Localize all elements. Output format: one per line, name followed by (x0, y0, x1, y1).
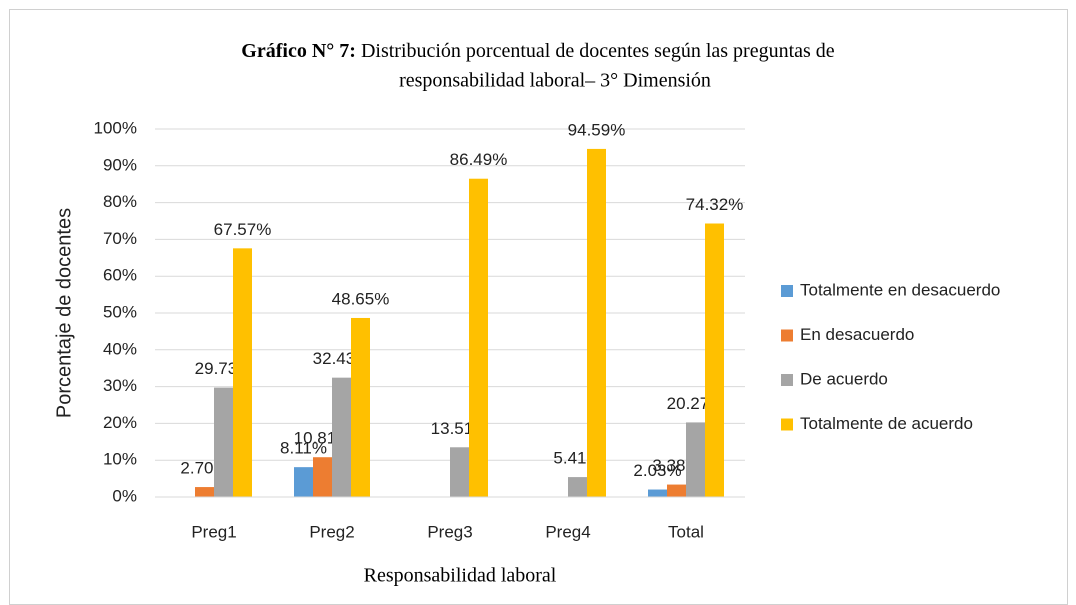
bar (667, 484, 686, 497)
chart-frame (9, 9, 1068, 605)
y-tick-label: 60% (103, 266, 137, 285)
data-label: 8.11% (280, 439, 327, 458)
y-tick-label: 70% (103, 229, 137, 248)
bar (313, 457, 332, 497)
y-axis-label: Porcentaje de docentes (53, 208, 75, 418)
bar (587, 148, 606, 497)
y-tick-label: 10% (103, 450, 137, 469)
bar (686, 422, 705, 497)
bar (705, 223, 724, 498)
title-line: Distribución porcentual de docentes segú… (361, 40, 835, 62)
data-label: 86.49% (450, 150, 508, 169)
bar (648, 489, 667, 497)
data-label: 48.65% (332, 289, 390, 308)
y-tick-label: 30% (103, 376, 137, 395)
legend-label: En desacuerdo (800, 325, 914, 344)
y-tick-label: 40% (103, 339, 137, 358)
legend-swatch (781, 329, 793, 342)
y-tick-label: 80% (103, 192, 137, 211)
y-tick-label: 90% (103, 155, 137, 174)
data-label: 67.57% (214, 220, 272, 239)
bar (294, 467, 313, 497)
bar (450, 447, 469, 497)
legend-label: Totalmente de acuerdo (800, 414, 973, 433)
legend-swatch (781, 374, 793, 386)
chart-title: responsabilidad laboral– 3° Dimensión (399, 70, 711, 92)
title-label: Gráfico N° 7: (241, 40, 356, 62)
bar (214, 387, 233, 497)
data-label: 74.32% (686, 195, 744, 214)
x-tick-label: Total (668, 522, 704, 541)
bar (469, 178, 488, 497)
y-tick-label: 50% (103, 302, 137, 321)
y-tick-label: 0% (112, 486, 137, 505)
x-tick-label: Preg1 (191, 522, 236, 541)
legend-label: Totalmente en desacuerdo (800, 280, 1000, 299)
y-tick-label: 20% (103, 413, 137, 432)
data-label: 2.03% (633, 461, 681, 480)
y-tick-label: 100% (94, 118, 137, 137)
data-label: 94.59% (568, 120, 626, 139)
x-tick-label: Preg2 (309, 522, 354, 541)
bar (233, 248, 252, 497)
bar (332, 377, 351, 497)
bar (568, 477, 587, 497)
bar (351, 317, 370, 497)
legend-label: De acuerdo (800, 369, 888, 388)
bar (195, 487, 214, 497)
x-tick-label: Preg4 (545, 522, 590, 541)
chart-title: Gráfico N° 7: Distribución porcentual de… (241, 40, 835, 62)
x-axis-label: Responsabilidad laboral (364, 565, 557, 587)
legend-swatch (781, 418, 793, 431)
x-tick-label: Preg3 (427, 522, 472, 541)
legend-swatch (781, 285, 793, 297)
